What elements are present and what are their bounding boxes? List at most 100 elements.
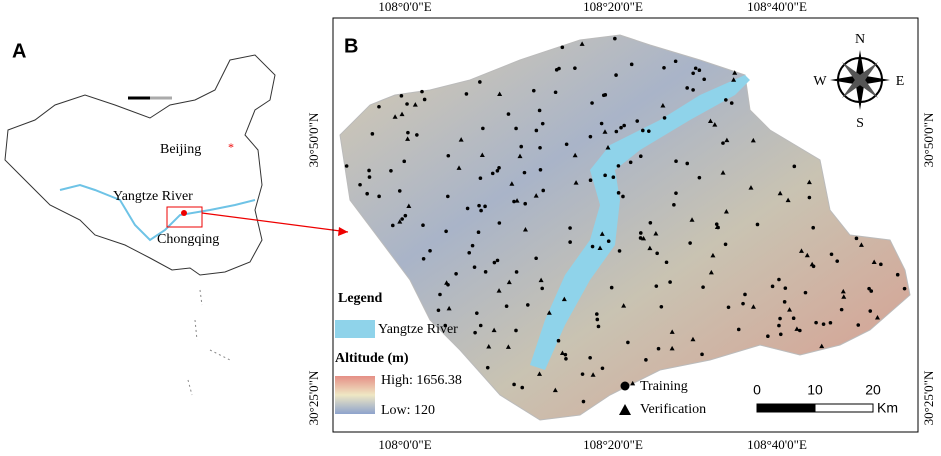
training-point [714, 222, 719, 226]
training-point [479, 208, 483, 213]
verification-point [552, 387, 558, 393]
verification-point [597, 245, 603, 251]
training-point [595, 312, 599, 316]
training-point [564, 356, 568, 361]
training-point [556, 338, 561, 343]
training-point [778, 332, 783, 337]
training-point [477, 203, 481, 208]
training-point [446, 194, 450, 199]
training-point [638, 236, 643, 240]
training-point [443, 323, 448, 328]
scale-bar [814, 403, 874, 413]
training-point [446, 153, 451, 158]
training-point [648, 221, 653, 225]
verification-point [509, 181, 515, 186]
verification-point [397, 219, 403, 224]
training-point [497, 166, 501, 170]
training-point [688, 241, 692, 245]
verification-point [874, 314, 880, 320]
training-point [475, 311, 479, 315]
training-point [595, 317, 600, 322]
verification-point [572, 152, 578, 158]
legend-label: Verification [640, 402, 706, 417]
arrowhead [338, 227, 348, 236]
training-point [603, 173, 607, 178]
location-dot [181, 210, 187, 216]
training-point [483, 270, 488, 274]
coord-label: 108°0'0"E [378, 437, 431, 452]
training-point [778, 316, 782, 321]
coord-label: 30°25'0"N [921, 370, 936, 425]
china-outline [4, 54, 276, 276]
verification-point [750, 137, 756, 143]
training-point [514, 328, 518, 333]
panel-label: B [344, 35, 358, 57]
verification-point [871, 259, 877, 264]
legend-label: Yangtze River [378, 322, 458, 337]
training-point [611, 175, 616, 180]
study-area [339, 34, 911, 421]
training-point [647, 129, 651, 133]
training-point [596, 324, 601, 329]
scale-label: 0 [753, 382, 761, 398]
training-point [377, 104, 381, 109]
training-point [422, 97, 427, 102]
training-point [580, 372, 585, 376]
compass-n: N [855, 32, 865, 47]
training-point [828, 320, 833, 325]
verification-point [486, 343, 492, 349]
training-point [638, 231, 643, 235]
training-point [421, 256, 426, 261]
training-point [588, 134, 593, 139]
verification-point [785, 197, 791, 203]
verification-point [406, 203, 412, 209]
verification-point [412, 102, 418, 107]
training-point [492, 260, 497, 265]
training-point [465, 206, 470, 211]
training-point [588, 355, 592, 360]
training-point [895, 272, 900, 277]
training-point [367, 175, 372, 179]
verification-point [621, 303, 627, 308]
scale-unit: Km [877, 400, 898, 416]
training-point [400, 217, 404, 221]
verification-point [599, 231, 605, 236]
training-point [685, 86, 689, 90]
training-point [641, 128, 645, 133]
training-point [807, 195, 812, 200]
verification-point [809, 261, 815, 267]
training-point [635, 119, 640, 123]
verification-point [787, 307, 793, 312]
legend-river-swatch [335, 320, 375, 338]
coord-label: 108°20'0"E [583, 437, 643, 452]
training-point [397, 189, 402, 193]
verification-point [777, 190, 783, 196]
verification-point [690, 336, 696, 342]
verification-point [605, 144, 611, 150]
sample-points [344, 36, 907, 404]
training-point [644, 358, 648, 362]
verification-point [731, 77, 737, 82]
compass-rose [842, 62, 878, 98]
training-point [783, 286, 788, 290]
training-point [490, 171, 495, 176]
training-point [402, 159, 407, 164]
training-point [869, 289, 874, 293]
training-point [685, 161, 690, 166]
verification-point [405, 136, 411, 141]
training-point [716, 225, 720, 230]
training-point [854, 236, 859, 241]
training-point [626, 340, 630, 345]
highlight-box [166, 206, 203, 228]
training-point [674, 191, 678, 195]
training-point [495, 168, 500, 173]
verification-point [841, 294, 847, 299]
training-point [664, 260, 669, 265]
training-point [399, 94, 404, 98]
training-point [590, 101, 594, 105]
training-point [701, 285, 705, 289]
verification-point [732, 70, 738, 75]
altitude-ramp [335, 376, 375, 414]
training-symbol [620, 381, 630, 391]
training-point [523, 201, 528, 206]
